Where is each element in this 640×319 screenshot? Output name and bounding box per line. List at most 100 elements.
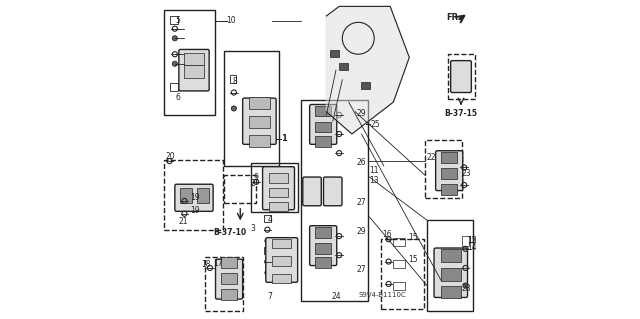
- Bar: [264, 247, 271, 254]
- Bar: [272, 274, 291, 283]
- FancyBboxPatch shape: [175, 184, 213, 211]
- FancyBboxPatch shape: [310, 105, 337, 144]
- Bar: [249, 97, 270, 109]
- Circle shape: [172, 36, 177, 41]
- Bar: [330, 50, 339, 57]
- Bar: [316, 227, 331, 238]
- Text: 19: 19: [190, 193, 200, 202]
- Bar: [301, 100, 368, 301]
- Text: 5: 5: [176, 16, 180, 25]
- Text: 24: 24: [331, 292, 340, 301]
- Bar: [170, 83, 178, 91]
- Text: 10: 10: [226, 16, 236, 25]
- Bar: [316, 106, 331, 116]
- Bar: [224, 51, 278, 166]
- Bar: [440, 168, 456, 179]
- Bar: [197, 188, 209, 203]
- Bar: [170, 16, 178, 24]
- Text: 7: 7: [268, 292, 272, 301]
- Text: 15: 15: [408, 233, 417, 242]
- Bar: [230, 75, 236, 83]
- Bar: [224, 175, 256, 203]
- Bar: [184, 53, 204, 65]
- FancyBboxPatch shape: [303, 177, 321, 206]
- Text: FR.: FR.: [446, 13, 461, 22]
- Bar: [316, 257, 331, 268]
- Bar: [205, 257, 243, 311]
- Circle shape: [172, 61, 177, 66]
- Text: 28: 28: [462, 284, 472, 293]
- FancyBboxPatch shape: [323, 177, 342, 206]
- Bar: [425, 140, 462, 198]
- Bar: [462, 236, 469, 246]
- Bar: [394, 282, 404, 290]
- Bar: [447, 54, 475, 99]
- Text: 14: 14: [467, 243, 476, 252]
- Bar: [221, 273, 237, 284]
- Text: 19: 19: [190, 206, 200, 215]
- Text: 22: 22: [427, 153, 436, 162]
- Text: S9V4-B1110C: S9V4-B1110C: [358, 292, 406, 298]
- Text: 18: 18: [202, 260, 211, 269]
- Circle shape: [265, 238, 270, 243]
- Text: 9: 9: [253, 173, 258, 182]
- Text: B-37-15: B-37-15: [444, 109, 477, 118]
- Bar: [221, 289, 237, 300]
- Text: 21: 21: [178, 217, 188, 226]
- Text: 6: 6: [176, 93, 180, 102]
- Bar: [269, 202, 288, 211]
- Text: 26: 26: [356, 158, 366, 167]
- FancyBboxPatch shape: [243, 98, 276, 144]
- Polygon shape: [326, 6, 410, 134]
- Circle shape: [231, 106, 236, 111]
- FancyBboxPatch shape: [436, 151, 463, 191]
- FancyBboxPatch shape: [179, 49, 209, 91]
- Text: 2: 2: [251, 179, 255, 188]
- Circle shape: [265, 270, 270, 275]
- Bar: [252, 163, 298, 212]
- Text: 12: 12: [467, 236, 476, 245]
- Text: 4: 4: [268, 215, 272, 224]
- Bar: [440, 184, 456, 195]
- Text: 11: 11: [369, 166, 378, 175]
- Bar: [164, 10, 215, 115]
- Text: 17: 17: [213, 259, 223, 268]
- FancyBboxPatch shape: [310, 226, 337, 265]
- Bar: [269, 173, 288, 183]
- Text: 15: 15: [467, 236, 476, 245]
- Bar: [440, 268, 461, 281]
- Bar: [316, 136, 331, 147]
- Bar: [272, 256, 291, 266]
- Text: 20: 20: [165, 152, 175, 161]
- Bar: [249, 135, 270, 147]
- Bar: [164, 160, 223, 230]
- Bar: [394, 260, 404, 268]
- Circle shape: [463, 283, 468, 288]
- Text: 16: 16: [382, 230, 392, 239]
- Text: 29: 29: [356, 109, 366, 118]
- Bar: [249, 116, 270, 128]
- Bar: [339, 63, 348, 70]
- Text: 15: 15: [408, 256, 417, 264]
- FancyBboxPatch shape: [262, 167, 294, 210]
- Text: 23: 23: [462, 169, 472, 178]
- Bar: [180, 188, 192, 203]
- FancyBboxPatch shape: [451, 61, 472, 93]
- FancyBboxPatch shape: [266, 238, 298, 282]
- Bar: [264, 215, 271, 222]
- Bar: [272, 239, 291, 248]
- Text: 8: 8: [232, 77, 237, 86]
- Text: B-37-10: B-37-10: [213, 228, 246, 237]
- Bar: [381, 239, 424, 309]
- FancyBboxPatch shape: [216, 259, 243, 299]
- Bar: [221, 257, 237, 268]
- Bar: [184, 65, 204, 78]
- Bar: [316, 243, 331, 254]
- Bar: [316, 122, 331, 132]
- Bar: [269, 188, 288, 197]
- Text: 25: 25: [371, 120, 380, 129]
- Text: 13: 13: [369, 176, 378, 185]
- Bar: [440, 249, 461, 262]
- Text: 3: 3: [251, 224, 255, 233]
- Bar: [427, 220, 473, 311]
